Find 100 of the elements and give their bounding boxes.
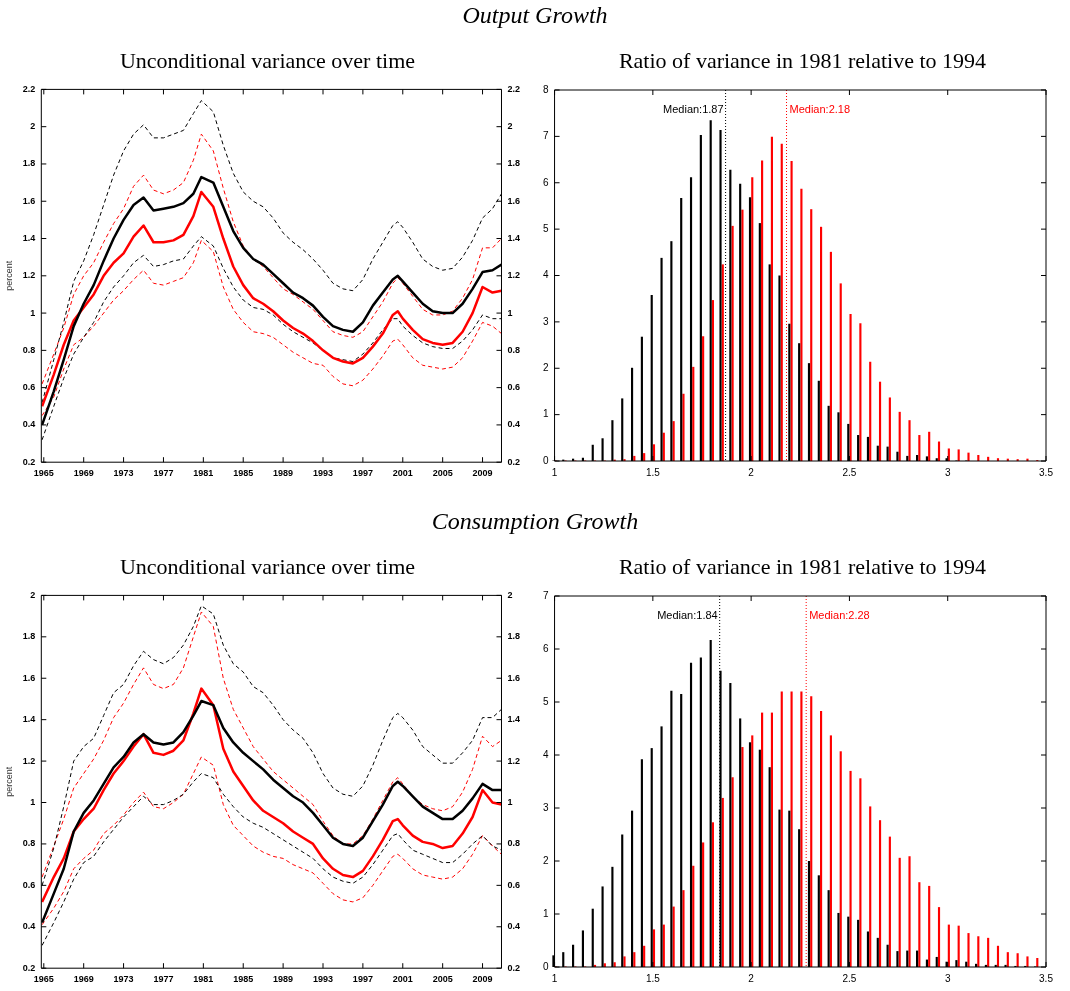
y-tick-label: 6 [543, 642, 549, 654]
x-tick-label: 2 [748, 972, 755, 984]
y-tick-label: 1.4 [22, 233, 36, 243]
x-tick-label: 2001 [392, 974, 413, 985]
x-tick-label: 1.5 [645, 972, 661, 984]
x-tick-label: 1997 [352, 468, 373, 479]
x-tick-label: 1965 [33, 468, 54, 479]
y-axis-title: percent [3, 260, 14, 291]
y-tick-label: 1.2 [22, 755, 36, 766]
y-tick-label: 1.6 [22, 195, 36, 206]
x-tick-label: 1985 [233, 468, 254, 479]
y-tick-label: 0.4 [22, 419, 36, 430]
x-tick-label: 1977 [153, 974, 174, 985]
y-tick-label: 4 [543, 269, 549, 281]
ref-line-label: Median:2.18 [789, 103, 851, 116]
y-tick-label: 1.8 [22, 631, 36, 642]
y2-tick-label: 1.4 [507, 714, 520, 725]
x-tick-label: 1997 [352, 974, 373, 985]
x-tick-label: 1993 [312, 468, 334, 479]
x-tick-label: 2001 [392, 468, 413, 479]
x-tick-label: 1981 [193, 468, 214, 479]
y-tick-label: 7 [543, 130, 549, 142]
y-tick-label: 5 [543, 222, 549, 234]
x-tick-label: 1 [551, 466, 558, 478]
y2-tick-label: 0.8 [507, 344, 520, 355]
x-tick-label: 1965 [33, 974, 54, 985]
y2-tick-label: 1.8 [507, 631, 520, 642]
x-tick-label: 1989 [273, 468, 294, 479]
y2-tick-label: 0.2 [507, 456, 520, 467]
y-tick-label: 0.2 [22, 456, 36, 467]
x-tick-label: 1993 [312, 974, 334, 985]
y2-tick-label: 1.2 [507, 755, 520, 766]
y2-tick-label: 0.8 [507, 838, 520, 849]
y-tick-label: 1 [30, 797, 36, 807]
y-tick-label: 1.8 [22, 158, 36, 169]
y2-tick-label: 1 [507, 307, 513, 318]
x-tick-label: 1973 [113, 974, 134, 985]
x-tick-label: 2005 [432, 468, 453, 479]
y-tick-label: 1.4 [22, 714, 36, 725]
y-tick-label: 0.8 [22, 344, 36, 355]
x-tick-label: 2 [748, 466, 755, 478]
y2-tick-label: 1.8 [507, 158, 520, 169]
y-tick-label: 1.2 [22, 270, 36, 281]
y-tick-label: 0 [543, 960, 549, 972]
ref-line-label: Median:2.28 [809, 609, 870, 622]
y-tick-label: 7 [543, 589, 549, 601]
chart-title: Ratio of variance in 1981 relative to 1994 [617, 553, 988, 581]
y2-tick-label: 1 [507, 797, 513, 807]
y2-tick-label: 0.2 [507, 962, 520, 973]
y-tick-label: 2 [543, 362, 549, 373]
y2-tick-label: 0.6 [507, 382, 520, 393]
y-tick-label: 1.6 [22, 672, 36, 683]
y-tick-label: 4 [543, 748, 549, 760]
chart-title: Ratio of variance in 1981 relative to 1994 [617, 47, 988, 75]
y-tick-label: 2 [30, 589, 36, 600]
y-tick-label: 2 [30, 121, 36, 132]
y2-tick-label: 1.4 [507, 233, 520, 243]
x-tick-label: 1989 [273, 974, 294, 985]
y2-tick-label: 0.6 [507, 879, 520, 890]
y-tick-label: 0.4 [22, 921, 36, 932]
y-tick-label: 2.2 [22, 83, 36, 94]
y2-tick-label: 2.2 [507, 83, 520, 94]
y-axis-title: percent [3, 766, 14, 797]
y2-tick-label: 1.6 [507, 195, 520, 206]
x-tick-label: 1969 [73, 468, 94, 479]
text: Output Growth [461, 1, 609, 30]
x-tick-label: 3 [944, 466, 951, 478]
x-tick-label: 1 [551, 972, 558, 984]
y-tick-label: 0.6 [22, 382, 36, 393]
y2-tick-label: 2 [507, 121, 513, 132]
x-tick-label: 1981 [193, 974, 214, 985]
ref-line-label: Median:1.84 [657, 609, 718, 622]
y-tick-label: 5 [543, 695, 549, 707]
y-tick-label: 3 [543, 315, 549, 327]
x-tick-label: 2009 [472, 468, 493, 479]
y-tick-label: 2 [543, 854, 549, 866]
y-tick-label: 3 [543, 801, 549, 813]
x-tick-label: 2.5 [842, 466, 857, 478]
x-tick-label: 1973 [113, 468, 134, 479]
chart-title: Unconditional variance over time [118, 47, 417, 75]
x-tick-label: 1.5 [645, 466, 661, 478]
x-tick-label: 1969 [73, 974, 94, 985]
y-tick-label: 0 [543, 454, 549, 466]
text: Consumption Growth [430, 507, 640, 536]
y2-tick-label: 1.6 [507, 672, 520, 683]
y-tick-label: 8 [543, 83, 549, 95]
y2-tick-label: 2 [507, 589, 513, 600]
x-tick-label: 2.5 [842, 972, 857, 984]
y-tick-label: 1 [543, 907, 549, 919]
x-tick-label: 1985 [233, 974, 254, 985]
y-tick-label: 6 [543, 176, 549, 188]
x-tick-label: 2005 [432, 974, 453, 985]
x-tick-label: 3 [944, 972, 951, 984]
x-tick-label: 2009 [472, 974, 493, 985]
y2-tick-label: 0.4 [507, 419, 520, 430]
x-tick-label: 3.5 [1039, 972, 1054, 984]
y-tick-label: 1 [30, 307, 36, 318]
x-tick-label: 3.5 [1039, 466, 1054, 478]
y-tick-label: 0.6 [22, 879, 36, 890]
x-tick-label: 1977 [153, 468, 174, 479]
